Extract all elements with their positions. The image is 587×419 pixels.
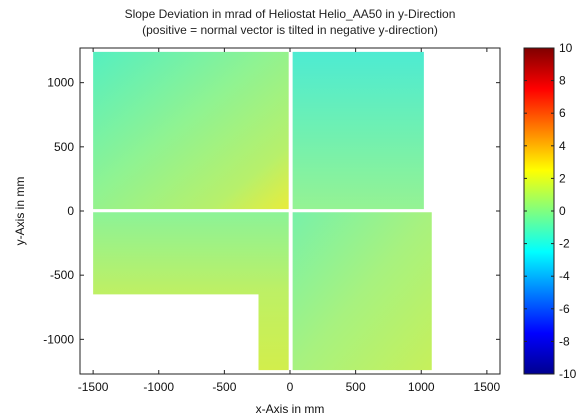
x-tick-label: -500: [212, 380, 236, 394]
x-tick-label: -1000: [143, 380, 174, 394]
y-tick-label: 0: [67, 204, 74, 218]
colorbar-tick-label: -4: [559, 269, 570, 283]
x-tick-label: 1000: [408, 380, 435, 394]
facet-lower-left: [93, 212, 289, 371]
colorbar-tick-label: 0: [559, 204, 566, 218]
colorbar: 10 8 6 4 2 0 -2 -4 -6 -8 -10: [523, 41, 577, 381]
y-tick-label: 1000: [47, 76, 74, 90]
heatmap-facets: [93, 51, 432, 371]
colorbar-tick-label: 2: [559, 171, 566, 185]
y-tick-label: -500: [50, 268, 74, 282]
facet-upper-right: [292, 51, 424, 210]
colorbar-tick-label: -8: [559, 334, 570, 348]
x-tick-label: 500: [346, 380, 366, 394]
colorbar-tick-label: 6: [559, 106, 566, 120]
chart-title-line-1: Slope Deviation in mrad of Heliostat Hel…: [125, 7, 456, 21]
facet-lower-right: [292, 212, 432, 371]
colorbar-tick-label: -2: [559, 237, 570, 251]
y-tick-label: 500: [54, 140, 74, 154]
colorbar-tick-label: 10: [559, 41, 573, 55]
x-axis: -1500 -1000 -500 0 500 1000 1500: [78, 48, 501, 394]
y-tick-label: -1000: [43, 332, 74, 346]
colorbar-ticks: 10 8 6 4 2 0 -2 -4 -6 -8 -10: [524, 41, 577, 381]
colorbar-tick-label: 4: [559, 139, 566, 153]
x-tick-label: 0: [287, 380, 294, 394]
x-tick-label: -1500: [78, 380, 109, 394]
x-tick-label: 1500: [474, 380, 501, 394]
colorbar-tick-label: -10: [559, 367, 577, 381]
chart-title: Slope Deviation in mrad of Heliostat Hel…: [125, 7, 456, 37]
chart-title-line-2: (positive = normal vector is tilted in n…: [142, 23, 438, 37]
colorbar-gradient: [523, 47, 555, 375]
y-axis: 1000 500 0 -500 -1000: [43, 76, 500, 346]
colorbar-tick-label: 8: [559, 74, 566, 88]
x-axis-label: x-Axis in mm: [256, 402, 325, 416]
y-axis-label: y-Axis in mm: [13, 177, 27, 246]
facet-upper-left: [93, 51, 289, 210]
colorbar-tick-label: -6: [559, 302, 570, 316]
